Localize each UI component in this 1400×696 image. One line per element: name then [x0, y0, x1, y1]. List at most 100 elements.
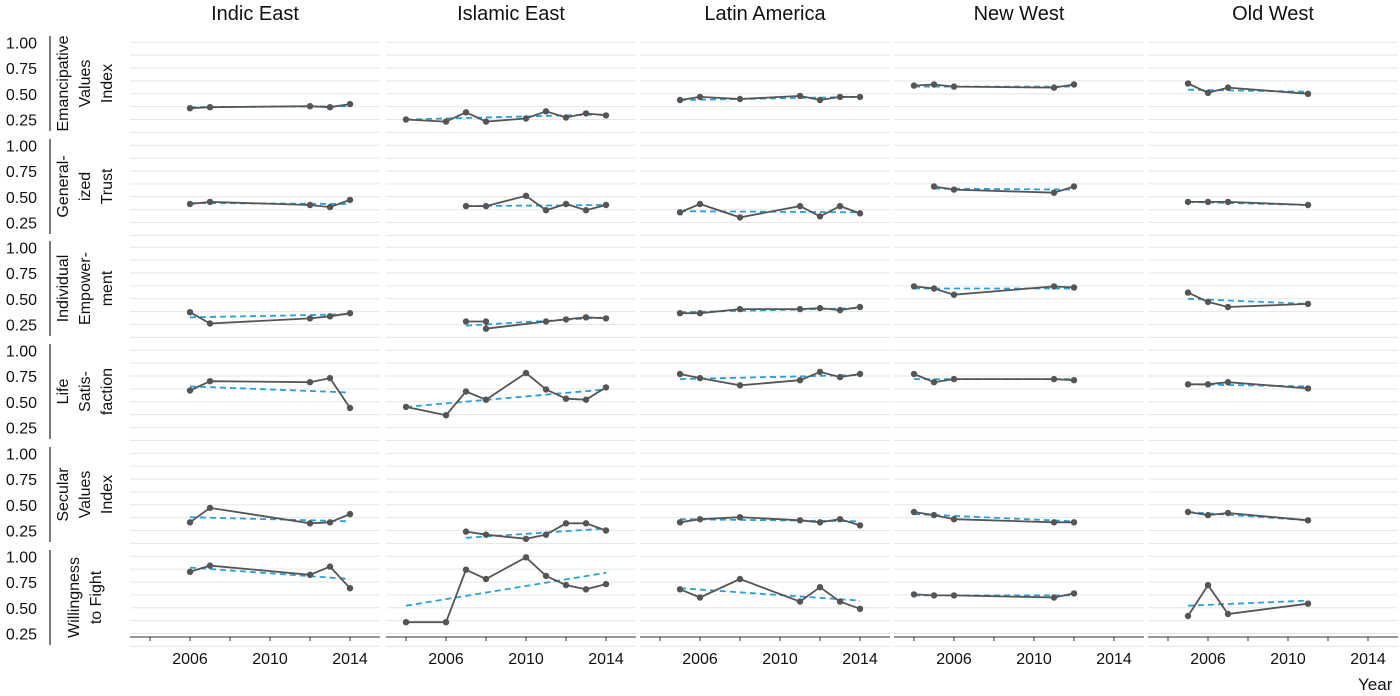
row-label: General-ized Trust — [55, 155, 116, 217]
x-tick-label: 2014 — [1350, 651, 1386, 668]
series-line-latin-america-row1 — [679, 203, 861, 219]
data-point — [1224, 379, 1232, 386]
data-point — [602, 112, 610, 119]
data-point — [186, 387, 194, 394]
x-tick-label: 2014 — [332, 651, 368, 668]
data-point — [1070, 81, 1078, 88]
data-point — [1070, 183, 1078, 190]
row-label-line: ized — [77, 172, 94, 201]
y-tick-label: 0.50 — [6, 87, 37, 104]
trend-line-new-west-row1 — [933, 187, 1075, 191]
data-point — [602, 315, 610, 322]
data-point — [1184, 289, 1192, 296]
x-tick-label: 2014 — [588, 651, 624, 668]
data-point — [482, 202, 490, 210]
data-point — [602, 201, 610, 209]
trend-line-new-west-row4 — [913, 513, 1075, 523]
data-point — [1070, 519, 1078, 526]
axes — [49, 36, 1398, 645]
data-point — [1184, 612, 1192, 620]
data-point — [910, 591, 918, 598]
data-point — [796, 202, 804, 210]
row-label: Individual Empower-ment — [55, 252, 116, 325]
data-point — [1204, 511, 1212, 519]
data-point — [402, 619, 410, 626]
data-point — [1184, 80, 1192, 87]
y-tick-label: 0.75 — [6, 164, 37, 181]
data-point — [522, 192, 530, 199]
data-point — [442, 619, 450, 626]
data-point — [856, 370, 864, 378]
data-point — [582, 586, 590, 593]
data-point — [1070, 284, 1078, 291]
data-point — [736, 575, 744, 583]
series-line-latin-america-row3 — [679, 370, 861, 387]
data-point — [676, 96, 684, 104]
row-label: Life Satis-faction — [55, 368, 116, 415]
data-point — [346, 310, 354, 317]
trend-line-islamic-east-row4 — [465, 527, 607, 539]
y-tick-label: 0.25 — [6, 421, 37, 438]
data-point — [676, 310, 684, 317]
data-point — [910, 508, 918, 516]
data-point — [1184, 198, 1192, 206]
data-point — [582, 396, 590, 403]
data-point — [950, 186, 958, 193]
data-point — [816, 213, 824, 220]
data-point — [542, 108, 550, 115]
series-line-old-west-row4 — [1187, 511, 1309, 522]
data-point — [542, 318, 550, 325]
row-label-line: Life — [55, 379, 72, 405]
data-point — [482, 118, 490, 125]
data-point — [602, 580, 610, 588]
row-label: Emancipative Values Index — [55, 35, 116, 131]
data-point — [326, 519, 334, 526]
trend-line-indic-east-row2 — [189, 313, 351, 319]
series-line-new-west-row3 — [913, 373, 1075, 384]
data-point — [856, 303, 864, 311]
data-point — [950, 592, 958, 599]
data-point — [1304, 517, 1312, 524]
data-point — [1304, 385, 1312, 392]
data-point — [186, 200, 194, 208]
y-tick-label: 0.50 — [6, 498, 37, 515]
y-tick-label: 1.00 — [6, 35, 37, 52]
data-point — [930, 285, 938, 292]
x-tick-label: 2014 — [1096, 651, 1132, 668]
y-tick-label: 0.50 — [6, 292, 37, 309]
data-point — [836, 598, 844, 605]
data-point — [602, 384, 610, 391]
data-point — [1224, 84, 1232, 91]
labels: Indic East Islamic East Latin America New W… — [6, 3, 1393, 694]
data-point — [582, 207, 590, 214]
data-point — [1224, 198, 1232, 206]
y-tick-label: 0.75 — [6, 575, 37, 592]
data-point — [930, 81, 938, 88]
y-tick-label: 0.75 — [6, 266, 37, 283]
data-point — [326, 203, 334, 211]
data-point — [1224, 610, 1232, 618]
data-point — [816, 96, 824, 104]
data-point — [522, 535, 530, 542]
y-tick-label: 0.25 — [6, 627, 37, 644]
data-point — [696, 310, 704, 317]
gridlines — [130, 41, 1398, 647]
data-point — [346, 100, 354, 108]
y-tick-label: 0.75 — [6, 472, 37, 489]
data-point — [736, 514, 744, 521]
row-label-line: Index — [99, 64, 116, 103]
data-point — [1050, 594, 1058, 601]
data-point — [402, 116, 410, 123]
data-point — [910, 283, 918, 290]
data-point — [696, 200, 704, 208]
data-point — [816, 368, 824, 376]
data-point — [326, 313, 334, 320]
data-point — [736, 214, 744, 221]
data-point — [736, 95, 744, 103]
trend-line-islamic-east-row5 — [405, 571, 607, 607]
data-point — [1184, 381, 1192, 388]
data-point — [856, 210, 864, 217]
data-point — [1224, 509, 1232, 517]
y-tick-label: 0.75 — [6, 61, 37, 78]
row-label-line: Individual — [55, 255, 72, 323]
